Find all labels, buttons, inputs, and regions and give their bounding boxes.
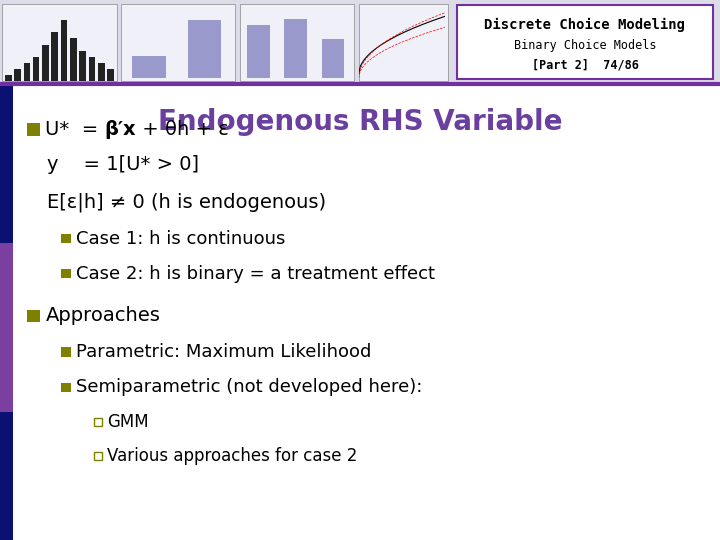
Text: [Part 2]  74/86: [Part 2] 74/86 — [531, 59, 639, 72]
Bar — [61, 234, 71, 244]
Bar — [0, 244, 13, 412]
Bar — [5, 75, 12, 81]
Bar — [240, 4, 354, 81]
Bar — [61, 382, 71, 392]
Text: β′x: β′x — [105, 120, 137, 139]
Bar — [79, 51, 86, 81]
Bar — [2, 4, 117, 81]
Bar — [33, 57, 40, 81]
Bar — [247, 25, 269, 78]
Bar — [322, 38, 344, 78]
Text: Case 2: h is binary = a treatment effect: Case 2: h is binary = a treatment effect — [76, 265, 436, 283]
Text: Discrete Choice Modeling: Discrete Choice Modeling — [485, 18, 685, 32]
Text: Semiparametric (not developed here):: Semiparametric (not developed here): — [76, 378, 423, 396]
Bar — [27, 124, 40, 136]
Text: E[ε|h] ≠ 0 (h is endogenous): E[ε|h] ≠ 0 (h is endogenous) — [47, 193, 326, 212]
Bar — [188, 20, 222, 78]
Text: Various approaches for case 2: Various approaches for case 2 — [107, 447, 358, 465]
Bar — [60, 20, 67, 81]
Bar — [0, 0, 720, 84]
Bar — [61, 269, 71, 279]
Bar — [94, 453, 102, 460]
Bar — [107, 69, 114, 81]
Bar — [42, 45, 49, 81]
Bar — [24, 63, 30, 81]
Text: GMM: GMM — [107, 413, 149, 431]
Bar — [94, 418, 102, 426]
Bar — [98, 63, 104, 81]
Text: Case 1: h is continuous: Case 1: h is continuous — [76, 230, 286, 248]
Bar — [70, 38, 76, 81]
Text: Binary Choice Models: Binary Choice Models — [514, 39, 656, 52]
Text: + θh + ε: + θh + ε — [137, 120, 229, 139]
Bar — [27, 310, 40, 322]
Text: Approaches: Approaches — [45, 306, 161, 326]
Bar — [284, 19, 307, 78]
Bar — [132, 56, 166, 78]
Bar — [14, 69, 21, 81]
Bar — [121, 4, 235, 81]
FancyBboxPatch shape — [457, 5, 713, 79]
Text: Endogenous RHS Variable: Endogenous RHS Variable — [158, 107, 562, 136]
Bar — [52, 32, 58, 81]
Text: y    = 1[U* > 0]: y = 1[U* > 0] — [47, 155, 199, 174]
Bar — [0, 84, 13, 244]
Bar — [0, 412, 13, 540]
Bar — [359, 4, 448, 81]
Text: U*  =: U* = — [45, 120, 105, 139]
Bar — [89, 57, 95, 81]
Text: Parametric: Maximum Likelihood: Parametric: Maximum Likelihood — [76, 343, 372, 361]
Bar — [61, 347, 71, 357]
